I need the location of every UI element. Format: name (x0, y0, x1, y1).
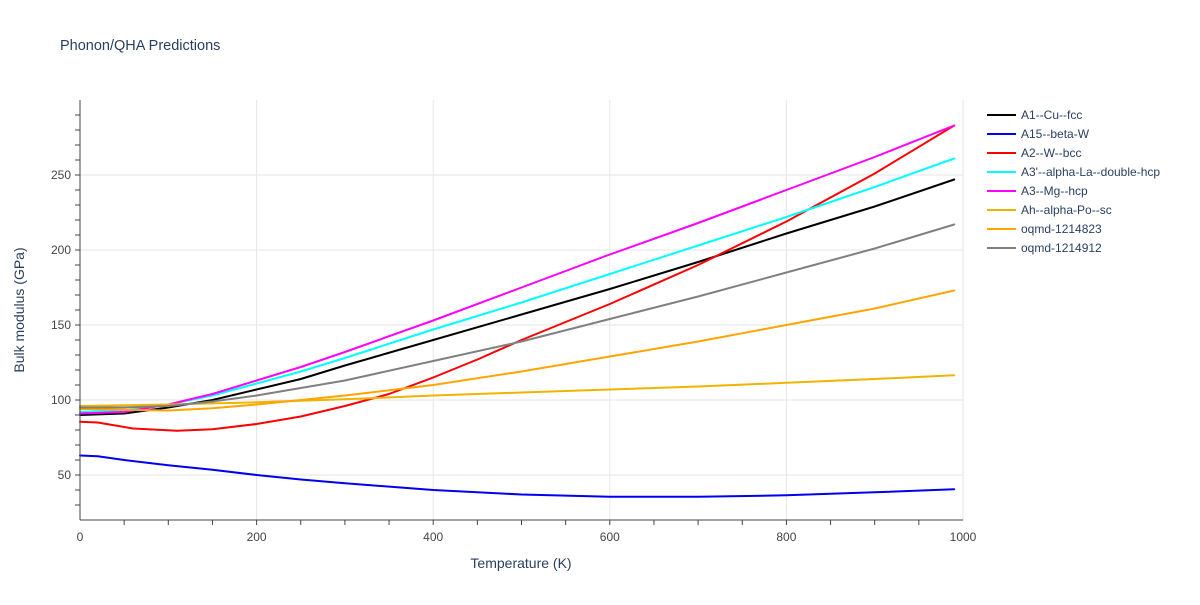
legend-label: A2--W--bcc (1021, 146, 1081, 160)
series-line-2 (79, 124, 956, 432)
series-line-7 (79, 223, 956, 409)
legend-item[interactable]: A3'--alpha-La--double-hcp (987, 165, 1160, 179)
y-tick-label: 100 (51, 393, 71, 407)
x-axis-title: Temperature (K) (470, 555, 571, 571)
legend-item[interactable]: Ah--alpha-Po--sc (987, 203, 1112, 217)
series-line-1 (79, 454, 956, 498)
legend-label: A3--Mg--hcp (1021, 184, 1088, 198)
legend-item[interactable]: A2--W--bcc (987, 146, 1081, 160)
legend-label: A15--beta-W (1021, 127, 1090, 141)
axes: 0 200 400 600 800 1000 50 100 150 200 250 (51, 100, 977, 544)
legend-label: oqmd-1214912 (1021, 241, 1102, 255)
y-tick-label: 250 (51, 168, 71, 182)
legend-item[interactable]: A1--Cu--fcc (987, 108, 1082, 122)
legend-label: A1--Cu--fcc (1021, 108, 1082, 122)
legend-item[interactable]: A3--Mg--hcp (987, 184, 1088, 198)
plot-area (79, 124, 956, 498)
legend-item[interactable]: oqmd-1214823 (987, 222, 1102, 236)
series-line-0 (79, 178, 956, 416)
chart-title: Phonon/QHA Predictions (60, 38, 220, 54)
x-tick-label: 600 (600, 530, 620, 544)
series-line-6 (79, 289, 956, 412)
series-line-3 (79, 157, 956, 413)
series-line-4 (79, 124, 956, 415)
y-tick-label: 50 (58, 468, 72, 482)
series-line-5 (79, 374, 956, 407)
y-tick-label: 200 (51, 243, 71, 257)
legend-item[interactable]: A15--beta-W (987, 127, 1090, 141)
y-axis-title: Bulk modulus (GPa) (11, 247, 27, 372)
legend-label: Ah--alpha-Po--sc (1021, 203, 1112, 217)
legend[interactable]: A1--Cu--fcc A15--beta-W A2--W--bcc A3'--alp… (987, 108, 1160, 255)
grid (80, 100, 964, 520)
legend-label: A3'--alpha-La--double-hcp (1021, 165, 1160, 179)
x-tick-label: 200 (247, 530, 267, 544)
x-tick-label: 0 (77, 530, 84, 544)
legend-item[interactable]: oqmd-1214912 (987, 241, 1102, 255)
x-tick-label: 1000 (950, 530, 977, 544)
x-tick-label: 400 (423, 530, 443, 544)
x-tick-label: 800 (776, 530, 796, 544)
y-tick-label: 150 (51, 318, 71, 332)
legend-label: oqmd-1214823 (1021, 222, 1102, 236)
